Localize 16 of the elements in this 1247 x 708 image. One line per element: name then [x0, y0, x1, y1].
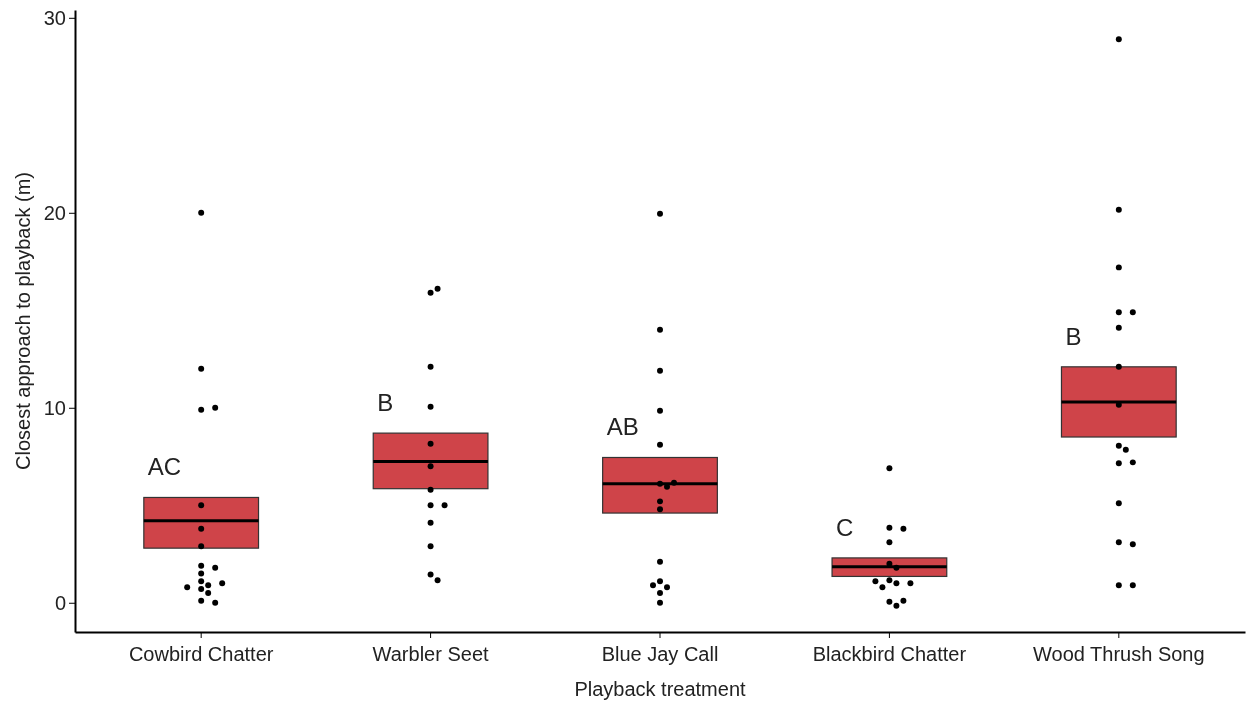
annotation: AC [147, 453, 182, 481]
y-tick-label: 20 [43, 201, 66, 224]
x-tick-label: Wood Thrush Song [1033, 643, 1205, 665]
y-tick-label: 10 [43, 396, 66, 419]
y-axis-title: Closest approach to playback (m) [12, 172, 34, 470]
x-tick-label: Warbler Seet [372, 643, 490, 665]
x-axis-title: Playback treatment [574, 678, 747, 700]
x-tick-label: Blue Jay Call [601, 643, 719, 665]
y-tick-label: 30 [43, 6, 66, 29]
x-tick-label: Cowbird Chatter [128, 643, 274, 665]
annotation: B [377, 389, 394, 417]
annotation: C [836, 513, 854, 541]
annotation: B [1065, 322, 1082, 350]
y-tick-label: 0 [54, 591, 66, 614]
x-tick-label: Blackbird Chatter [812, 643, 967, 665]
annotation: AB [606, 413, 639, 441]
